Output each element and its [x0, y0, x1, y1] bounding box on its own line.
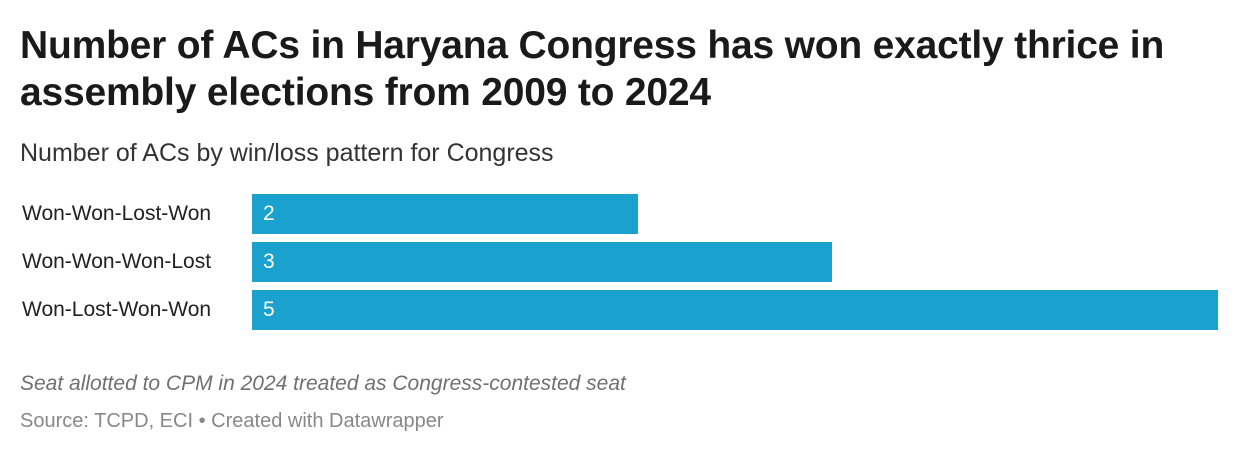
bar-value-label: 3 — [263, 250, 275, 273]
bar-track: 3 — [252, 242, 1218, 282]
chart-notes: Seat allotted to CPM in 2024 treated as … — [20, 372, 626, 395]
chart-header: Number of ACs in Haryana Congress has wo… — [20, 22, 1220, 168]
bar[interactable]: 2 — [252, 194, 638, 234]
bar-value-label: 2 — [263, 202, 275, 225]
bar[interactable]: 5 — [252, 290, 1218, 330]
source-text: Source: TCPD, ECI — [20, 410, 194, 432]
bar[interactable]: 3 — [252, 242, 832, 282]
bar-row: Won-Won-Won-Lost 3 — [0, 242, 1220, 282]
bar-value-label: 5 — [263, 298, 275, 321]
chart-footer: Source: TCPD, ECI • Created with Datawra… — [20, 407, 444, 435]
bar-track: 5 — [252, 290, 1218, 330]
category-label: Won-Won-Won-Lost — [22, 250, 212, 273]
bar-row: Won-Won-Lost-Won 2 — [0, 194, 1220, 234]
category-label: Won-Lost-Won-Won — [22, 298, 212, 321]
chart-subtitle: Number of ACs by win/loss pattern for Co… — [20, 139, 554, 167]
chart-title: Number of ACs in Haryana Congress has wo… — [20, 24, 1165, 114]
bar-track: 2 — [252, 194, 1218, 234]
footer-separator: • — [198, 410, 206, 432]
bar-chart: Won-Won-Lost-Won 2 Won-Won-Won-Lost 3 Won-Lo… — [0, 190, 1220, 340]
credit-link[interactable]: Created with Datawrapper — [211, 410, 444, 432]
bar-row: Won-Lost-Won-Won 5 — [0, 290, 1220, 330]
category-label: Won-Won-Lost-Won — [22, 202, 212, 225]
